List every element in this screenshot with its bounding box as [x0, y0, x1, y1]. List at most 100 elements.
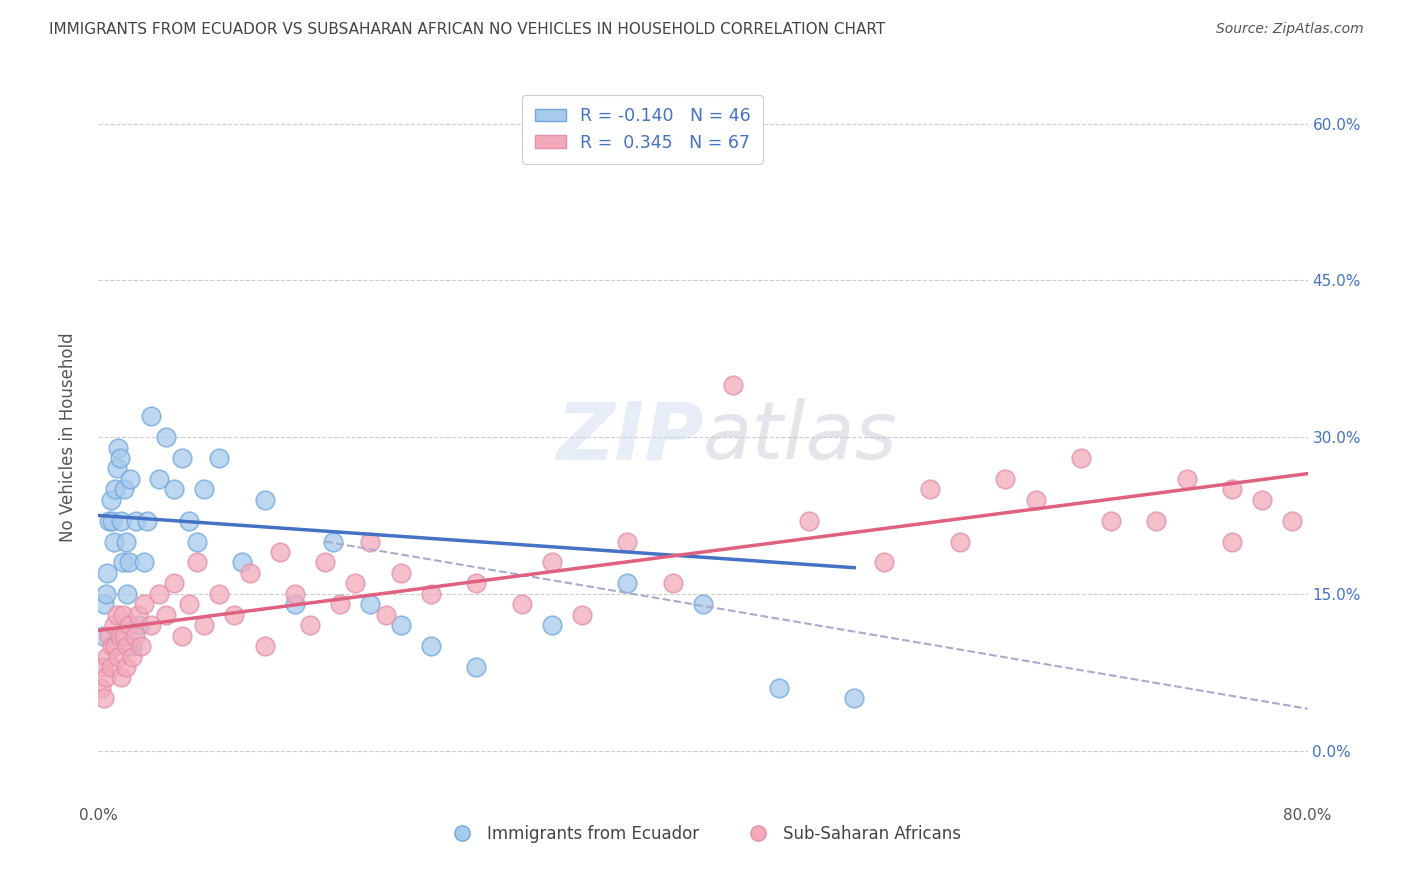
- Point: [132, 556, 155, 570]
- Point: [374, 607, 396, 622]
- Point: [692, 597, 714, 611]
- Point: [125, 514, 148, 528]
- Point: [112, 483, 135, 497]
- Point: [616, 576, 638, 591]
- Point: [284, 597, 307, 611]
- Point: [101, 514, 124, 528]
- Point: [797, 514, 820, 528]
- Point: [103, 618, 125, 632]
- Point: [104, 639, 127, 653]
- Point: [661, 576, 683, 591]
- Point: [163, 483, 186, 497]
- Point: [129, 639, 152, 653]
- Point: [104, 483, 127, 497]
- Point: [314, 556, 336, 570]
- Point: [96, 649, 118, 664]
- Point: [91, 629, 114, 643]
- Point: [465, 576, 488, 591]
- Point: [1146, 514, 1168, 528]
- Point: [1281, 514, 1303, 528]
- Point: [179, 597, 201, 611]
- Point: [107, 441, 129, 455]
- Point: [420, 639, 443, 653]
- Point: [108, 450, 131, 465]
- Point: [616, 534, 638, 549]
- Point: [170, 450, 193, 465]
- Point: [98, 514, 121, 528]
- Point: [768, 681, 790, 695]
- Point: [193, 483, 215, 497]
- Point: [1251, 492, 1274, 507]
- Point: [111, 556, 134, 570]
- Point: [269, 545, 291, 559]
- Point: [148, 587, 170, 601]
- Point: [873, 556, 896, 570]
- Point: [121, 649, 143, 664]
- Point: [179, 514, 201, 528]
- Point: [253, 492, 276, 507]
- Point: [239, 566, 262, 580]
- Point: [208, 587, 231, 601]
- Point: [1175, 472, 1198, 486]
- Point: [170, 629, 193, 643]
- Point: [127, 607, 149, 622]
- Point: [1070, 450, 1092, 465]
- Point: [98, 629, 121, 643]
- Point: [193, 618, 215, 632]
- Point: [103, 534, 125, 549]
- Point: [155, 430, 177, 444]
- Point: [91, 660, 114, 674]
- Y-axis label: No Vehicles in Household: No Vehicles in Household: [59, 332, 77, 542]
- Point: [723, 377, 745, 392]
- Point: [100, 660, 122, 674]
- Point: [571, 607, 593, 622]
- Point: [120, 472, 142, 486]
- Legend: Immigrants from Ecuador, Sub-Saharan Africans: Immigrants from Ecuador, Sub-Saharan Afr…: [439, 818, 967, 849]
- Point: [114, 660, 136, 674]
- Text: Source: ZipAtlas.com: Source: ZipAtlas.com: [1216, 22, 1364, 37]
- Point: [844, 691, 866, 706]
- Point: [329, 597, 352, 611]
- Point: [253, 639, 276, 653]
- Point: [510, 597, 533, 611]
- Point: [186, 556, 208, 570]
- Point: [1099, 514, 1122, 528]
- Text: IMMIGRANTS FROM ECUADOR VS SUBSAHARAN AFRICAN NO VEHICLES IN HOUSEHOLD CORRELATI: IMMIGRANTS FROM ECUADOR VS SUBSAHARAN AF…: [49, 22, 886, 37]
- Point: [420, 587, 443, 601]
- Point: [96, 566, 118, 580]
- Text: atlas: atlas: [703, 398, 898, 476]
- Point: [299, 618, 322, 632]
- Point: [121, 639, 143, 653]
- Point: [208, 450, 231, 465]
- Point: [93, 597, 115, 611]
- Point: [105, 461, 128, 475]
- Point: [1024, 492, 1046, 507]
- Point: [148, 472, 170, 486]
- Point: [465, 660, 488, 674]
- Point: [110, 514, 132, 528]
- Point: [231, 556, 253, 570]
- Point: [389, 566, 412, 580]
- Point: [540, 618, 562, 632]
- Point: [1220, 483, 1243, 497]
- Point: [949, 534, 972, 549]
- Point: [540, 556, 562, 570]
- Point: [128, 618, 150, 632]
- Point: [115, 639, 138, 653]
- Point: [163, 576, 186, 591]
- Point: [118, 556, 141, 570]
- Point: [124, 629, 146, 643]
- Point: [155, 607, 177, 622]
- Point: [115, 587, 138, 601]
- Point: [141, 409, 163, 424]
- Point: [94, 670, 117, 684]
- Point: [135, 514, 157, 528]
- Point: [90, 681, 112, 695]
- Point: [360, 534, 382, 549]
- Point: [94, 587, 117, 601]
- Text: ZIP: ZIP: [555, 398, 703, 476]
- Point: [114, 534, 136, 549]
- Point: [101, 639, 124, 653]
- Point: [186, 534, 208, 549]
- Point: [111, 607, 134, 622]
